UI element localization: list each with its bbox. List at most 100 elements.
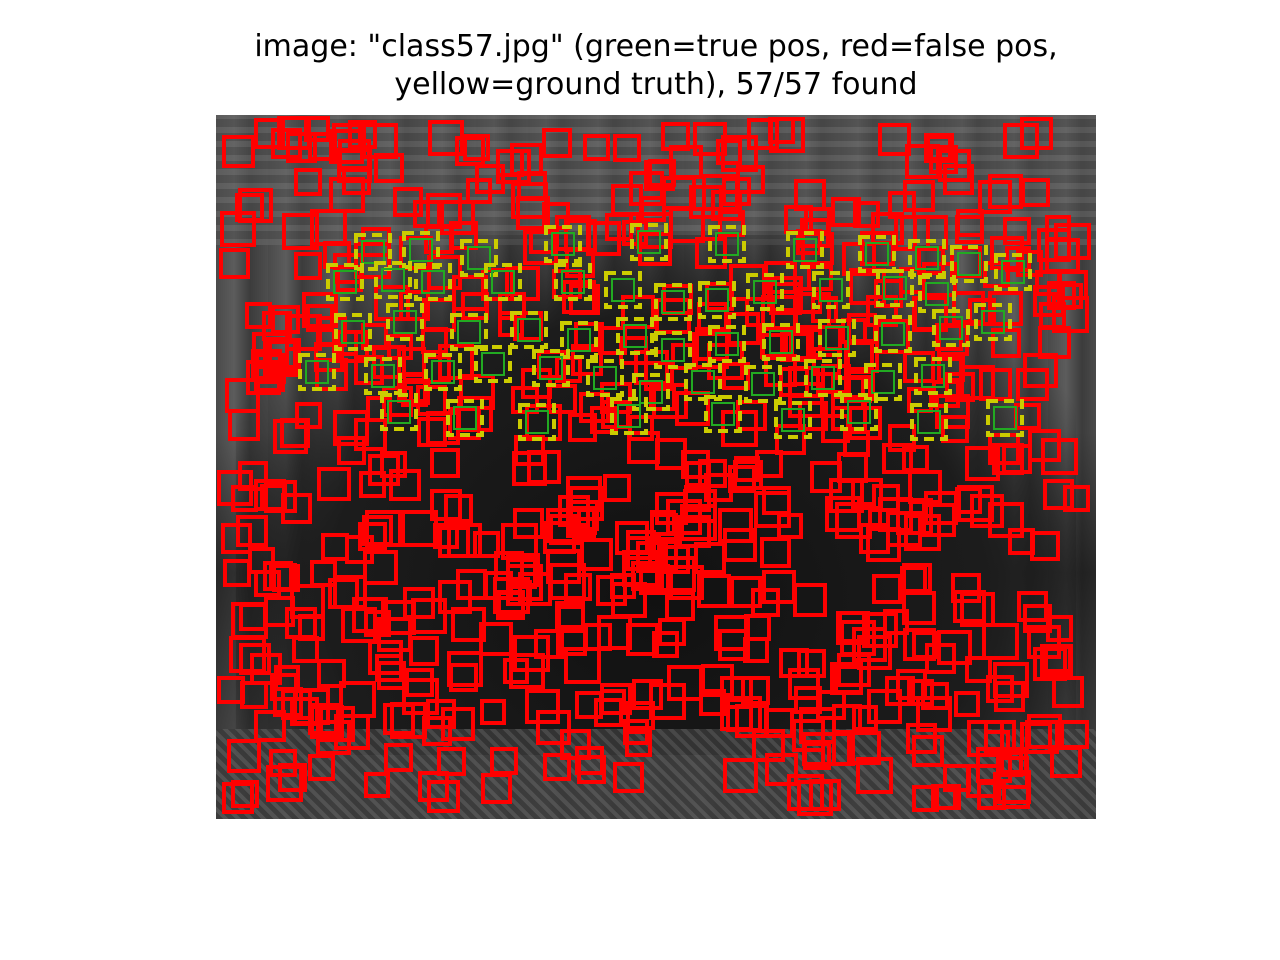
false-positive-box	[527, 450, 561, 484]
false-positive-box	[1033, 285, 1065, 317]
true-positive-box	[551, 232, 575, 256]
false-positive-box	[217, 676, 245, 704]
false-positive-box	[650, 510, 676, 536]
false-positive-box	[762, 570, 796, 604]
false-positive-box	[825, 496, 861, 532]
false-positive-box	[754, 491, 791, 528]
ground-truth-box	[654, 283, 692, 321]
true-positive-box	[753, 280, 777, 304]
false-positive-box	[610, 573, 636, 599]
false-positive-box	[1050, 746, 1082, 778]
false-positive-box	[718, 210, 745, 237]
false-positive-box	[882, 443, 913, 474]
figure-title-line-2: yellow=ground truth), 57/57 found	[394, 67, 918, 102]
ground-truth-box	[386, 303, 424, 341]
false-positive-box	[685, 461, 711, 487]
false-positive-box	[501, 523, 538, 560]
false-positive-box	[658, 618, 686, 646]
ground-truth-box	[804, 359, 842, 397]
false-positive-box	[271, 128, 302, 159]
ground-truth-box	[704, 395, 742, 433]
true-positive-box	[661, 338, 685, 362]
false-positive-box	[496, 149, 524, 177]
ground-truth-box	[554, 263, 592, 301]
false-positive-box	[991, 328, 1021, 358]
ground-truth-box	[684, 363, 722, 401]
false-positive-box	[821, 732, 855, 766]
false-positive-box	[268, 340, 297, 369]
false-positive-box	[697, 574, 731, 608]
false-positive-box	[239, 643, 271, 675]
false-positive-box	[231, 602, 268, 639]
false-positive-box	[1017, 591, 1048, 622]
false-positive-box	[1045, 238, 1080, 273]
ground-truth-box	[414, 263, 452, 301]
false-positive-box	[741, 676, 770, 705]
true-positive-box	[481, 352, 505, 376]
false-positive-box	[793, 583, 827, 617]
false-positive-box	[955, 215, 984, 244]
false-positive-box	[399, 290, 430, 321]
false-positive-box	[661, 545, 690, 574]
ground-truth-box	[774, 401, 812, 439]
false-positive-box	[913, 215, 948, 250]
false-positive-box	[1054, 223, 1091, 260]
false-positive-box	[601, 400, 630, 429]
false-positive-box	[857, 635, 892, 670]
false-positive-box	[246, 360, 281, 395]
false-positive-box	[730, 576, 762, 608]
false-positive-box	[364, 772, 390, 798]
false-positive-box	[912, 785, 939, 812]
false-positive-box	[837, 653, 871, 687]
false-positive-box	[903, 351, 935, 383]
figure-title: image: "class57.jpg" (green=true pos, re…	[0, 28, 1280, 104]
false-positive-box	[506, 564, 543, 601]
ground-truth-box	[460, 239, 498, 277]
false-positive-box	[768, 117, 795, 144]
true-positive-box	[639, 380, 663, 404]
false-positive-box	[534, 629, 564, 659]
false-positive-box	[718, 508, 753, 543]
false-positive-box	[433, 523, 459, 549]
true-positive-box	[371, 364, 395, 388]
false-positive-box	[982, 623, 1019, 660]
ground-truth-box	[698, 281, 736, 319]
false-positive-box	[988, 291, 1023, 326]
false-positive-box	[970, 494, 1004, 528]
false-positive-box	[564, 647, 601, 684]
true-positive-box	[691, 370, 715, 394]
false-positive-box	[1014, 403, 1041, 430]
false-positive-box	[779, 648, 809, 678]
false-positive-box	[418, 771, 449, 802]
ground-truth-box	[532, 349, 570, 387]
false-positive-box	[644, 361, 674, 391]
ground-truth-box	[974, 303, 1012, 341]
false-positive-box	[456, 569, 487, 600]
false-positive-box	[473, 531, 500, 558]
false-positive-box	[1043, 479, 1074, 510]
false-positive-box	[661, 122, 690, 151]
ground-truth-box	[334, 313, 372, 351]
ground-truth-box	[840, 393, 878, 431]
false-positive-box	[555, 601, 585, 631]
false-positive-box	[847, 731, 881, 765]
false-positive-box	[1030, 531, 1060, 561]
false-positive-box	[426, 193, 462, 229]
false-positive-box	[430, 448, 460, 478]
true-positive-box	[881, 322, 905, 346]
false-positive-box	[222, 135, 255, 168]
true-positive-box	[865, 242, 889, 266]
false-positive-box	[461, 292, 489, 320]
false-positive-box	[957, 485, 994, 522]
false-positive-box	[1033, 647, 1067, 681]
false-positive-box	[380, 451, 407, 478]
false-positive-box	[239, 603, 267, 631]
true-positive-box	[661, 290, 685, 314]
ground-truth-box	[374, 261, 412, 299]
true-positive-box	[453, 406, 477, 430]
false-positive-box	[711, 190, 742, 221]
false-positive-box	[381, 600, 416, 635]
false-positive-box	[938, 149, 971, 182]
false-positive-box	[1045, 215, 1071, 241]
false-positive-box	[437, 747, 466, 776]
